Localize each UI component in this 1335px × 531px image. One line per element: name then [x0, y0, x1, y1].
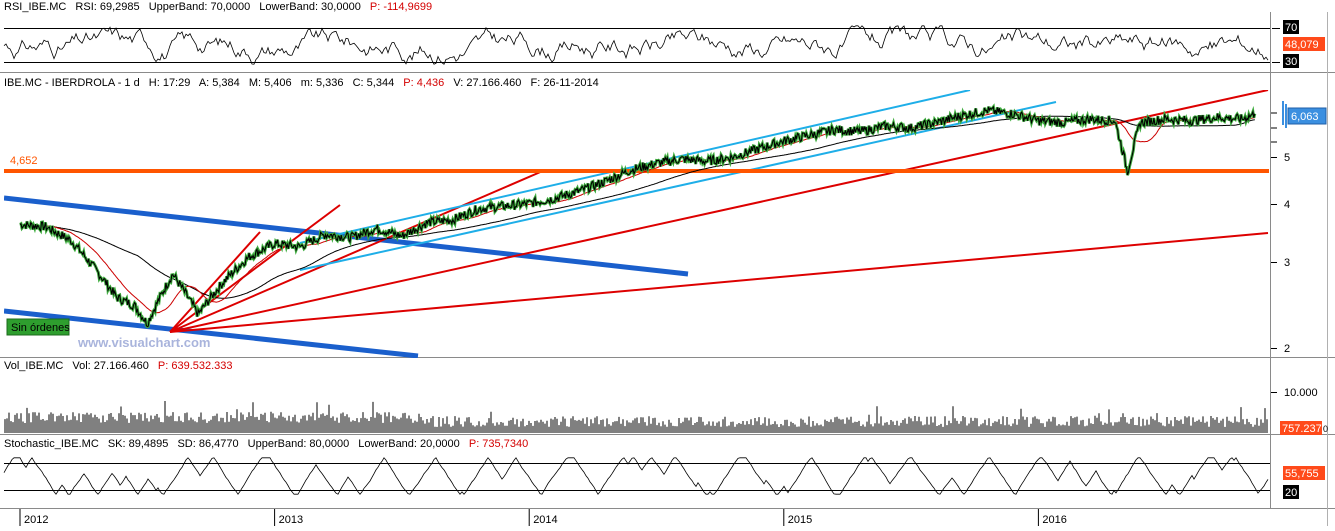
- volume-p: P: 639.532.333: [158, 360, 233, 372]
- rsi-axis-70-box: [1283, 20, 1299, 34]
- rsi-current-box: [1283, 37, 1325, 51]
- price-name: IBE.MC - IBERDROLA - 1 d: [4, 77, 140, 89]
- volume-current-suffix: 0: [1323, 424, 1328, 434]
- rsi-panel[interactable]: RSI_IBE.MC RSI: 69,2985 UpperBand: 70,00…: [3, 1, 1325, 68]
- time-axis-label: 2016: [1042, 514, 1066, 526]
- price-line: [19, 105, 1256, 328]
- watermark: www.visualchart.com: [77, 335, 210, 350]
- stochastic-p: P: 735,7340: [469, 438, 528, 450]
- price-open: A: 5,384: [199, 77, 240, 89]
- volume-bars: [4, 401, 1268, 433]
- stochastic-sd: SD: 86,4770: [177, 438, 238, 450]
- stochastic-line: [3, 457, 1269, 495]
- price-axis-2: 2: [1284, 343, 1290, 355]
- price-low: m: 5,336: [301, 77, 344, 89]
- rsi-name: RSI_IBE.MC: [4, 1, 66, 13]
- volume-current: 757.237: [1282, 423, 1322, 435]
- no-orders-label: Sin órdenes: [11, 322, 70, 334]
- support-level-label: 4,652: [10, 155, 38, 167]
- price-series: [19, 103, 1257, 329]
- rsi-lower: LowerBand: 30,0000: [259, 1, 361, 13]
- volume-name: Vol_IBE.MC: [4, 360, 63, 372]
- time-axis: 2012 2013 2014 2015 2016: [19, 509, 1067, 526]
- price-high: M: 5,406: [249, 77, 292, 89]
- fan-line-4: [169, 232, 1269, 333]
- stochastic-sk: SK: 89,4895: [108, 438, 169, 450]
- price-volume: V: 27.166.460: [453, 77, 521, 89]
- red-fan-lines[interactable]: [169, 90, 1269, 333]
- volume-title: Vol_IBE.MC Vol: 27.166.460 P: 639.532.33…: [4, 360, 233, 372]
- stochastic-title: Stochastic_IBE.MC SK: 89,4895 SD: 86,477…: [4, 438, 528, 450]
- rsi-value: RSI: 69,2985: [75, 1, 139, 13]
- rsi-axis-30: 30: [1285, 56, 1297, 68]
- rsi-line: [3, 25, 1269, 65]
- price-panel[interactable]: IBE.MC - IBERDROLA - 1 d H: 17:29 A: 5,3…: [4, 77, 1327, 358]
- fast-moving-average: [19, 110, 1255, 314]
- rsi-axis-30-box: [1283, 54, 1299, 68]
- price-axis-4: 4: [1284, 199, 1290, 211]
- volume-value: Vol: 27.166.460: [72, 360, 148, 372]
- stochastic-lower: LowerBand: 20,0000: [358, 438, 460, 450]
- rsi-current: 48,079: [1285, 39, 1319, 51]
- price-axis-5: 5: [1284, 152, 1290, 164]
- stochastic-current-box: [1283, 466, 1325, 480]
- price-axis: 5 4 3 2 6,063: [1271, 101, 1327, 355]
- fan-line-3: [169, 90, 1269, 333]
- blue-channel-lower-line[interactable]: [4, 308, 419, 358]
- price-time: H: 17:29: [149, 77, 191, 89]
- rsi-axis-70: 70: [1285, 22, 1297, 34]
- price-title: IBE.MC - IBERDROLA - 1 d H: 17:29 A: 5,3…: [4, 77, 599, 89]
- rsi-p: P: -114,9699: [370, 1, 432, 13]
- volume-bar-set: [4, 401, 1268, 433]
- volume-axis-label: 10.000: [1284, 387, 1318, 399]
- price-current-box: [1287, 107, 1327, 125]
- price-p: P: 4,436: [403, 77, 444, 89]
- volume-current-box: [1280, 421, 1322, 435]
- time-axis-label: 2015: [788, 514, 812, 526]
- rsi-axis: 70 48,079 30: [1272, 20, 1325, 68]
- rsi-upper: UpperBand: 70,0000: [149, 1, 251, 13]
- time-axis-label: 2012: [24, 514, 48, 526]
- slow-moving-average: [19, 115, 1255, 299]
- rsi-title: RSI_IBE.MC RSI: 69,2985 UpperBand: 70,00…: [4, 1, 432, 13]
- time-axis-label: 2014: [533, 514, 557, 526]
- stochastic-current: 55,755: [1285, 468, 1319, 480]
- fan-line-5: [169, 231, 261, 333]
- price-close: C: 5,344: [353, 77, 395, 89]
- stochastic-name: Stochastic_IBE.MC: [4, 438, 99, 450]
- volume-panel[interactable]: Vol_IBE.MC Vol: 27.166.460 P: 639.532.33…: [4, 360, 1328, 435]
- price-axis-3: 3: [1284, 257, 1290, 269]
- stochastic-axis-20: 20: [1285, 487, 1297, 499]
- stochastic-upper: UpperBand: 80,0000: [248, 438, 350, 450]
- panel-separators: [0, 12, 1335, 526]
- stochastic-panel[interactable]: Stochastic_IBE.MC SK: 89,4895 SD: 86,477…: [3, 438, 1325, 499]
- stochastic-axis-20-box: [1283, 485, 1299, 499]
- no-orders-badge[interactable]: Sin órdenes: [6, 318, 70, 336]
- price-date: F: 26-11-2014: [530, 77, 598, 89]
- fan-line-2: [169, 169, 546, 333]
- price-current: 6,063: [1291, 111, 1319, 123]
- time-axis-label: 2013: [279, 514, 303, 526]
